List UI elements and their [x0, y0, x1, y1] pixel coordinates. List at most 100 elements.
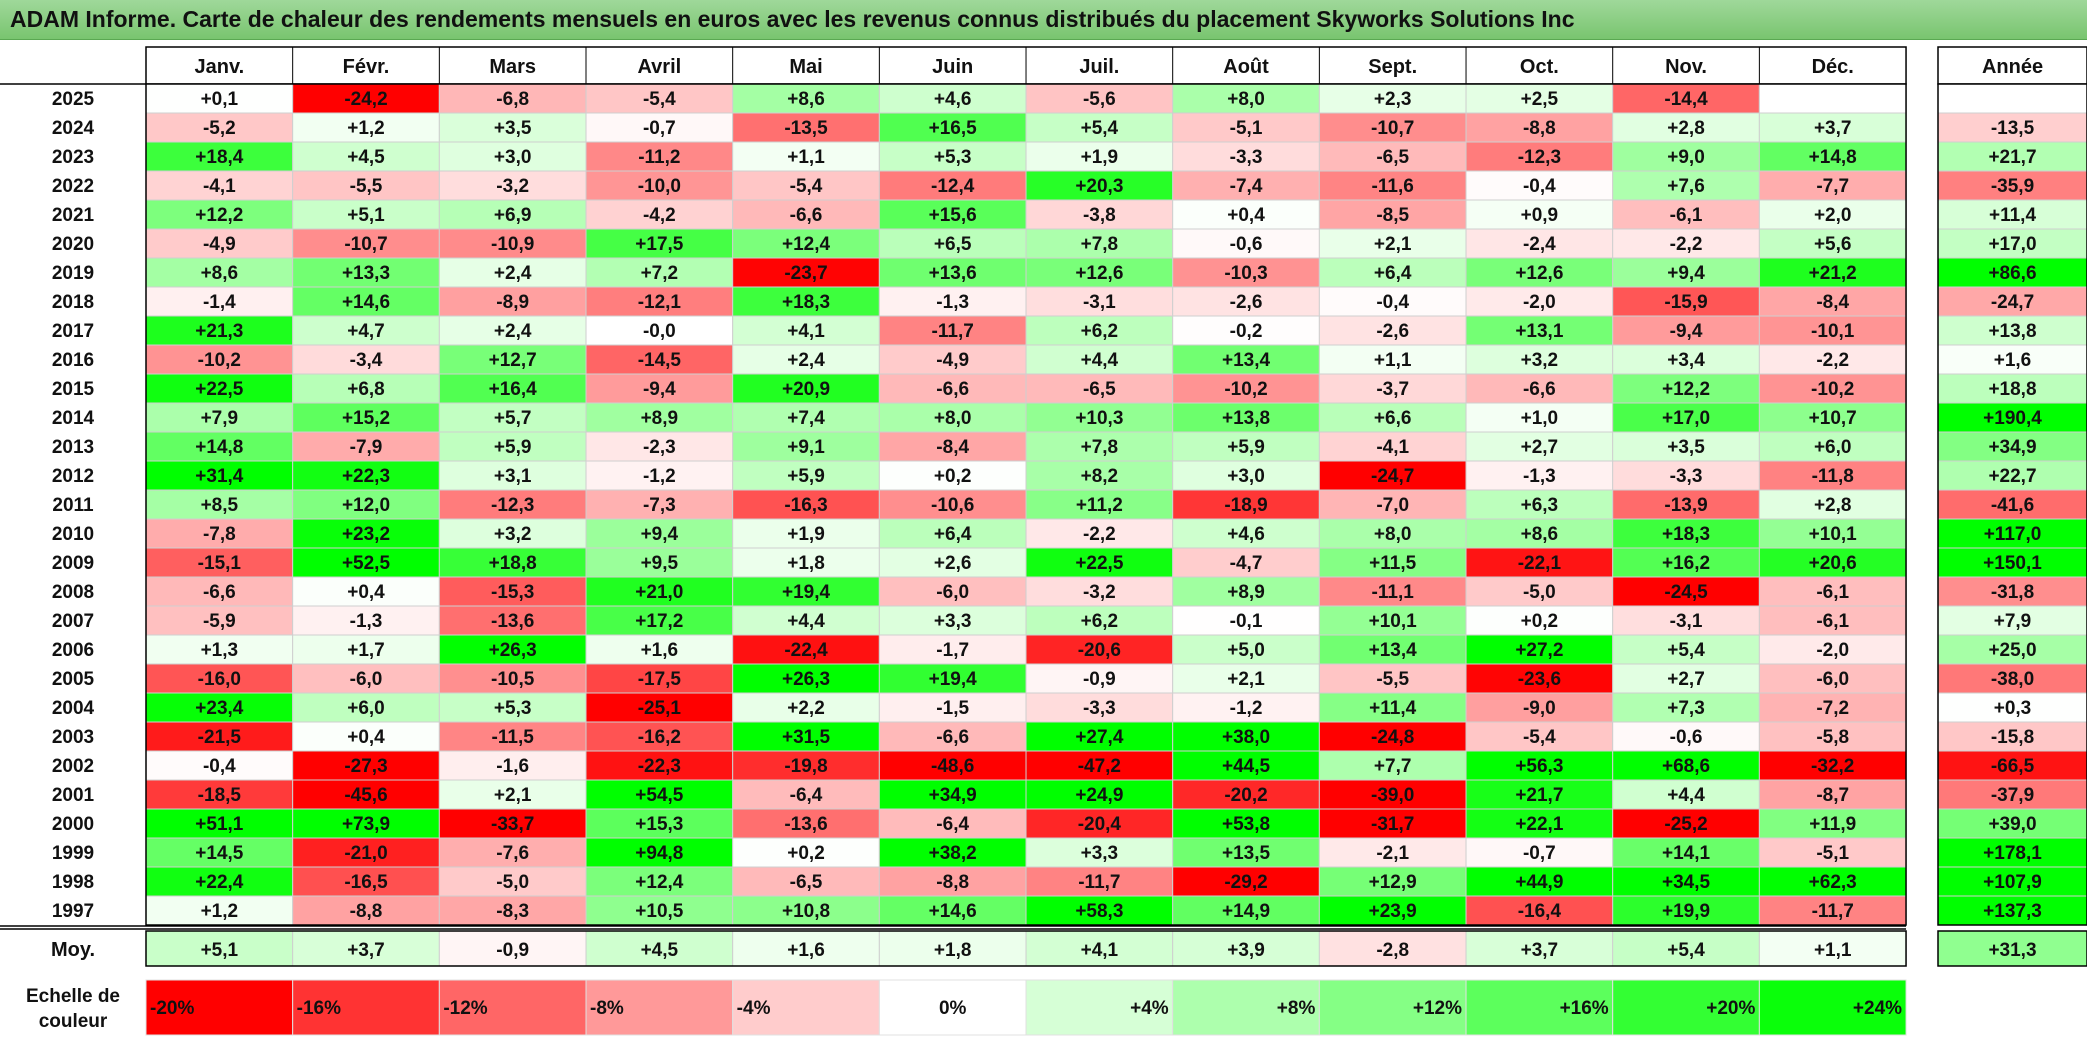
heat-cell-label: -24,2	[344, 89, 387, 110]
heat-cell	[1318, 692, 1467, 723]
heat-cell	[1025, 895, 1174, 926]
annual-cell-label: -66,5	[1991, 756, 2035, 777]
heat-cell	[1318, 199, 1467, 230]
heat-cell	[438, 663, 587, 694]
heat-cell-label: +6,9	[494, 205, 532, 226]
heat-cell-label: +8,0	[934, 408, 972, 429]
heat-cell	[1318, 460, 1467, 491]
heat-cell-label: -4,1	[1376, 437, 1409, 458]
heat-cell-label: -20,6	[1078, 640, 1121, 661]
heat-cell-label: -10,0	[638, 176, 681, 197]
heat-cell	[145, 489, 294, 520]
heat-cell	[292, 663, 440, 694]
heat-cell-label: +14,6	[342, 292, 390, 313]
heat-cell-label: +9,4	[1667, 263, 1705, 284]
heat-cell	[438, 228, 587, 259]
heat-cell-label: -10,2	[1811, 379, 1854, 400]
heat-cell-label: -6,6	[790, 205, 823, 226]
average-cell-label: +3,7	[1521, 940, 1559, 961]
heat-cell-label: +6,0	[347, 698, 385, 719]
heat-cell-label: +3,0	[494, 147, 532, 168]
heat-cell-label: -2,1	[1376, 843, 1409, 864]
heat-cell-label: -12,3	[1518, 147, 1561, 168]
heat-cell-label: -15,1	[198, 553, 242, 574]
heat-cell-label: -6,1	[1816, 611, 1849, 632]
heat-cell	[1025, 866, 1174, 897]
heat-cell-label: -8,4	[1816, 292, 1849, 313]
heat-cell	[1318, 895, 1467, 926]
heat-cell-label: -23,7	[784, 263, 827, 284]
heat-cell	[585, 547, 734, 578]
heat-cell-label: -0,6	[1670, 727, 1703, 748]
annual-cell	[1937, 373, 2087, 404]
heat-cell-label: -2,0	[1523, 292, 1556, 313]
year-header: Année	[1982, 56, 2043, 78]
heat-cell	[1318, 257, 1467, 288]
heat-cell-label: -3,1	[1083, 292, 1116, 313]
average-cell-label: -0,9	[496, 940, 529, 961]
heat-cell-label: -10,2	[1224, 379, 1267, 400]
heat-cell	[1172, 895, 1320, 926]
heat-cell	[1318, 518, 1467, 549]
heat-cell-label: -17,5	[638, 669, 682, 690]
heat-cell-label: -4,7	[1230, 553, 1263, 574]
heat-cell	[438, 141, 587, 172]
heat-cell-label: -48,6	[931, 756, 974, 777]
heat-cell-label: -6,5	[1083, 379, 1116, 400]
heat-cell	[1612, 547, 1760, 578]
heat-cell	[1612, 750, 1760, 781]
heat-cell	[292, 576, 440, 607]
heat-cell-label: -1,5	[936, 698, 969, 719]
heat-cell-label: -9,0	[1523, 698, 1556, 719]
heat-cell	[1758, 170, 1907, 201]
heat-cell-label: -6,6	[1523, 379, 1556, 400]
scale-swatch	[585, 979, 734, 1036]
heat-cell-label: +3,2	[1521, 350, 1559, 371]
heat-cell	[878, 257, 1027, 288]
annual-cell-label: +86,6	[1988, 263, 2036, 284]
heat-cell-label: +14,9	[1222, 901, 1270, 922]
heat-cell-label: +31,4	[195, 466, 244, 487]
annual-cell	[1937, 576, 2087, 607]
average-cell	[1612, 930, 1760, 967]
annual-cell-label: +150,1	[1983, 553, 2042, 574]
scale-step-label: -4%	[737, 998, 771, 1019]
heat-cell-label: +21,7	[1515, 785, 1563, 806]
heat-cell	[292, 808, 440, 839]
heat-cell-label: -16,4	[1518, 901, 1562, 922]
heat-cell	[438, 83, 587, 114]
year-label-2009: 2009	[52, 553, 94, 574]
heat-cell-label: -5,1	[1230, 118, 1263, 139]
heat-cell-label: +6,4	[1374, 263, 1412, 284]
heatmap-chart: Janv. Févr. Mars Avril Mai Juin Juil. Août Sept.…	[0, 46, 2087, 1036]
annual-cell	[1937, 83, 2087, 114]
heat-cell-label: -3,7	[1376, 379, 1409, 400]
heat-cell	[585, 663, 734, 694]
year-label-2014: 2014	[52, 408, 95, 429]
heat-cell	[878, 634, 1027, 665]
average-cell-label: -2,8	[1376, 940, 1409, 961]
annual-cell-label: +22,7	[1988, 466, 2036, 487]
heat-cell-label: -3,2	[496, 176, 529, 197]
heat-cell	[292, 286, 440, 317]
month-header-5: Juin	[932, 56, 973, 78]
heat-cell-label: +20,9	[782, 379, 830, 400]
heat-cell-label: +2,6	[934, 553, 972, 574]
heat-cell	[1612, 112, 1760, 143]
heat-cell	[1025, 692, 1174, 723]
heat-cell-label: -2,2	[1816, 350, 1849, 371]
heat-cell-label: +27,4	[1075, 727, 1124, 748]
heat-cell-label: +3,1	[494, 466, 532, 487]
heat-cell-label: +8,6	[201, 263, 239, 284]
annual-cell-label: +117,0	[1984, 524, 2042, 545]
annual-cell-label: +17,0	[1988, 234, 2036, 255]
heat-cell-label: +26,3	[489, 640, 537, 661]
heat-cell-label: -0,7	[1523, 843, 1556, 864]
scale-swatch	[1612, 979, 1760, 1036]
heat-cell-label: -3,3	[1670, 466, 1703, 487]
heat-cell	[1612, 605, 1760, 636]
heat-cell-label: -45,6	[344, 785, 387, 806]
scale-step-label: +4%	[1130, 998, 1169, 1019]
heat-cell	[438, 286, 587, 317]
heat-cell	[878, 895, 1027, 926]
